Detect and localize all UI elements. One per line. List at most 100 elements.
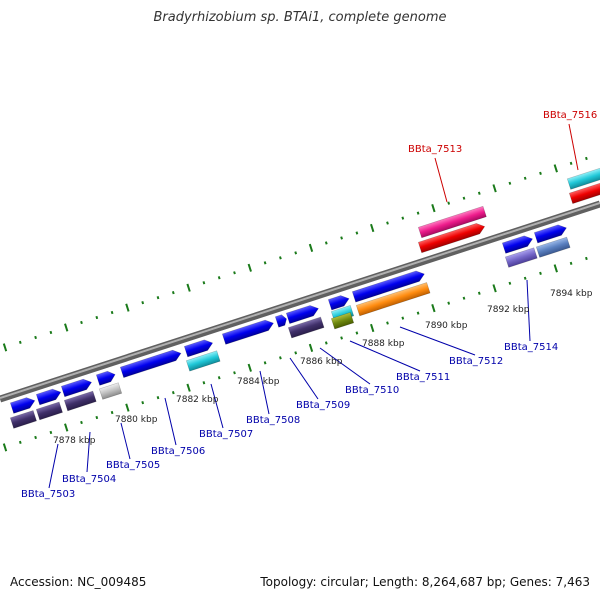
upper-scale-tick xyxy=(308,243,314,253)
gene-bbta-7513-a xyxy=(417,223,486,254)
upper-scale-tick xyxy=(18,340,22,344)
lower-scale-tick xyxy=(247,363,252,372)
upper-scale-tick xyxy=(247,263,252,272)
lower-scale-tick xyxy=(34,435,37,440)
leader-line xyxy=(526,279,531,342)
leader-line xyxy=(319,347,371,385)
leader-line xyxy=(349,340,421,372)
gene-bbta-7510-c xyxy=(287,316,325,339)
gene-bbta-7510-b xyxy=(285,305,319,325)
figure-title: Bradyrhizobium sp. BTAi1, complete genom… xyxy=(153,10,447,25)
gene-bbta-7509-a xyxy=(221,319,274,345)
gene-bbta-7503-a xyxy=(9,397,36,414)
upper-scale-tick xyxy=(508,181,512,185)
upper-scale-tick xyxy=(462,196,466,200)
upper-scale-tick xyxy=(156,296,160,300)
upper-scale-tick xyxy=(492,184,497,193)
leader-line xyxy=(399,326,476,356)
gene-label: BBta_7504 xyxy=(62,474,116,485)
upper-scale-tick xyxy=(416,211,420,215)
gene-label: BBta_7505 xyxy=(106,460,160,471)
scale-label: 7884 kbp xyxy=(237,377,280,387)
gene-bbta-7505-b xyxy=(63,390,97,412)
upper-scale-tick xyxy=(64,323,69,332)
upper-scale-tick xyxy=(539,171,542,175)
upper-scale-tick xyxy=(431,203,436,213)
scale-label: 7878 kbp xyxy=(53,436,96,446)
accession-text: Accession: NC_009485 xyxy=(10,575,147,589)
upper-scale-tick xyxy=(340,236,343,240)
scale-label: 7890 kbp xyxy=(425,321,468,331)
gene-bbta-7514-b xyxy=(504,247,538,268)
gene-bbta-7511-c xyxy=(330,312,355,330)
lower-scale-tick xyxy=(539,271,542,275)
upper-scale-tick xyxy=(233,271,236,275)
gene-bbta-7512-b xyxy=(355,282,431,317)
lower-scale-tick xyxy=(294,351,298,355)
label-leader-lines xyxy=(48,123,579,489)
gene-bbta-7508-a xyxy=(183,339,214,358)
upper-scale-tick xyxy=(370,223,375,233)
upper-scale-tick xyxy=(355,231,359,235)
gene-bbta-7514-a xyxy=(501,235,533,254)
lower-scale-tick xyxy=(431,303,436,313)
backbone xyxy=(0,200,600,403)
upper-scale-tick xyxy=(95,315,99,320)
upper-scale-tick xyxy=(553,164,558,173)
lower-scale-tick xyxy=(569,261,573,265)
lower-scale-tick xyxy=(416,311,420,315)
upper-scale-ticks xyxy=(2,156,588,352)
leader-line xyxy=(289,357,319,400)
upper-scale-tick xyxy=(49,330,53,335)
lower-scale-tick xyxy=(370,323,375,333)
lower-scale-tick xyxy=(340,336,343,340)
gene-label: BBta_7506 xyxy=(151,446,205,457)
upper-scale-tick xyxy=(2,343,8,352)
lower-scale-tick xyxy=(355,331,359,335)
upper-scale-tick xyxy=(477,191,481,195)
gene-label: BBta_7516 xyxy=(543,110,597,121)
lower-scale-tick xyxy=(95,415,99,420)
lower-scale-tick xyxy=(585,256,588,261)
gene-labels: BBta_7503 BBta_7504 BBta_7505 BBta_7506 BBta… xyxy=(21,110,597,500)
lower-scale-tick xyxy=(80,420,83,425)
lower-scale-tick xyxy=(125,403,130,412)
lower-scale-tick xyxy=(49,430,53,435)
gene-bbta-7507-a xyxy=(119,349,182,379)
gene-label: BBta_7513 xyxy=(408,144,462,155)
lower-scale-tick xyxy=(477,291,481,295)
upper-scale-tick xyxy=(447,201,451,205)
upper-scale-tick xyxy=(523,176,527,180)
lower-scale-tick xyxy=(401,316,405,320)
lower-scale-ticks xyxy=(2,256,588,452)
genome-summary-text: Topology: circular; Length: 8,264,687 bp… xyxy=(260,575,590,589)
gene-bbta-7511-a xyxy=(327,295,350,311)
leader-line xyxy=(120,422,131,460)
upper-scale-tick xyxy=(279,256,282,260)
lower-scale-tick xyxy=(141,401,145,405)
upper-scale-tick xyxy=(110,310,114,315)
lower-scale-tick xyxy=(553,264,558,273)
lower-scale-tick xyxy=(447,301,451,305)
lower-scale-tick xyxy=(202,381,206,385)
upper-scale-tick xyxy=(171,291,175,295)
gene-bbta-7514-d xyxy=(535,236,571,258)
gene-bbta-7503-b xyxy=(9,410,37,429)
scale-label: 7892 kbp xyxy=(487,305,530,315)
upper-scale-tick xyxy=(401,216,405,220)
gene-label: BBta_7510 xyxy=(345,385,399,396)
upper-scale-tick xyxy=(186,283,191,292)
scale-label: 7882 kbp xyxy=(176,395,219,405)
gene-bbta-7504-b xyxy=(35,401,63,421)
scale-label: 7886 kbp xyxy=(300,357,343,367)
upper-scale-tick xyxy=(141,301,145,305)
gene-label: BBta_7511 xyxy=(396,372,450,383)
upper-scale-tick xyxy=(569,161,573,165)
gene-label: BBta_7503 xyxy=(21,489,75,500)
gene-bbta-7506-a xyxy=(95,370,116,386)
lower-scale-tick xyxy=(508,281,512,285)
upper-scale-tick xyxy=(80,320,83,325)
leader-line xyxy=(210,383,224,429)
gene-bbta-7505-a xyxy=(60,378,92,398)
